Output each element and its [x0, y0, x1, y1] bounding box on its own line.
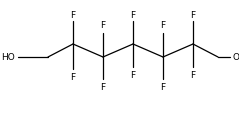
Text: F: F [71, 73, 76, 82]
Text: F: F [160, 21, 166, 30]
Text: F: F [190, 10, 196, 19]
Text: F: F [100, 21, 106, 30]
Text: F: F [100, 83, 106, 92]
Text: F: F [190, 71, 196, 80]
Text: F: F [130, 71, 136, 80]
Text: HO: HO [1, 53, 15, 62]
Text: F: F [130, 10, 136, 19]
Text: OH: OH [233, 53, 239, 62]
Text: F: F [160, 83, 166, 92]
Text: F: F [71, 10, 76, 19]
